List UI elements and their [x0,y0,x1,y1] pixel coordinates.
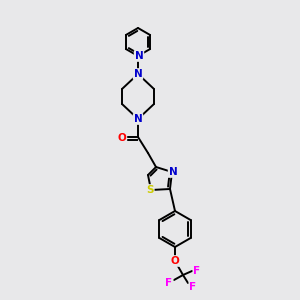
Text: S: S [146,185,154,195]
Text: N: N [169,167,177,177]
Text: N: N [135,51,143,61]
Text: F: F [194,266,201,276]
Text: F: F [165,278,172,288]
Text: O: O [171,256,179,266]
Text: O: O [118,133,126,143]
Text: N: N [134,69,142,79]
Text: F: F [189,282,197,292]
Text: N: N [134,114,142,124]
